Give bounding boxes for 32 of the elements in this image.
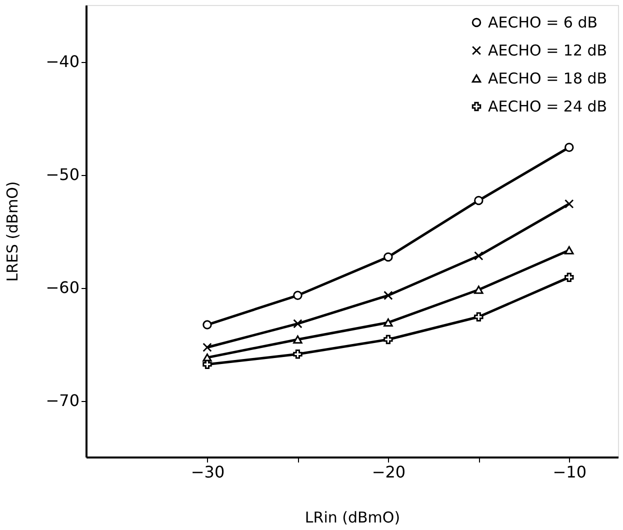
point — [384, 318, 393, 327]
point — [474, 196, 484, 206]
point — [474, 286, 484, 294]
point — [384, 290, 393, 300]
point — [564, 246, 574, 254]
x-tick-label: −30 — [190, 462, 225, 482]
point — [564, 199, 574, 209]
point — [202, 342, 212, 352]
point — [474, 251, 484, 260]
legend-label: AECHO = 12 dB — [488, 42, 608, 60]
y-tick-label: −50 — [46, 165, 80, 184]
point — [564, 142, 574, 152]
legend-label: AECHO = 6 dB — [488, 14, 598, 32]
point — [384, 252, 393, 262]
legend-label: AECHO = 18 dB — [488, 70, 608, 88]
point — [293, 290, 302, 300]
x-tick-label: −20 — [372, 462, 406, 482]
point — [564, 272, 574, 282]
point — [293, 350, 302, 359]
point — [293, 319, 302, 328]
x-tick-label: −10 — [552, 462, 587, 482]
y-axis-title: LRES (dBmO) — [4, 181, 22, 282]
y-tick-label: −60 — [46, 278, 80, 297]
point — [474, 312, 484, 322]
y-tick-label: −70 — [46, 391, 80, 410]
y-tick-label: −40 — [46, 52, 80, 71]
point — [293, 335, 302, 344]
point — [384, 334, 393, 344]
legend-label: AECHO = 24 dB — [488, 98, 608, 116]
point — [202, 360, 212, 369]
point — [202, 320, 212, 330]
x-axis-title: LRin (dBmO) — [304, 508, 400, 526]
